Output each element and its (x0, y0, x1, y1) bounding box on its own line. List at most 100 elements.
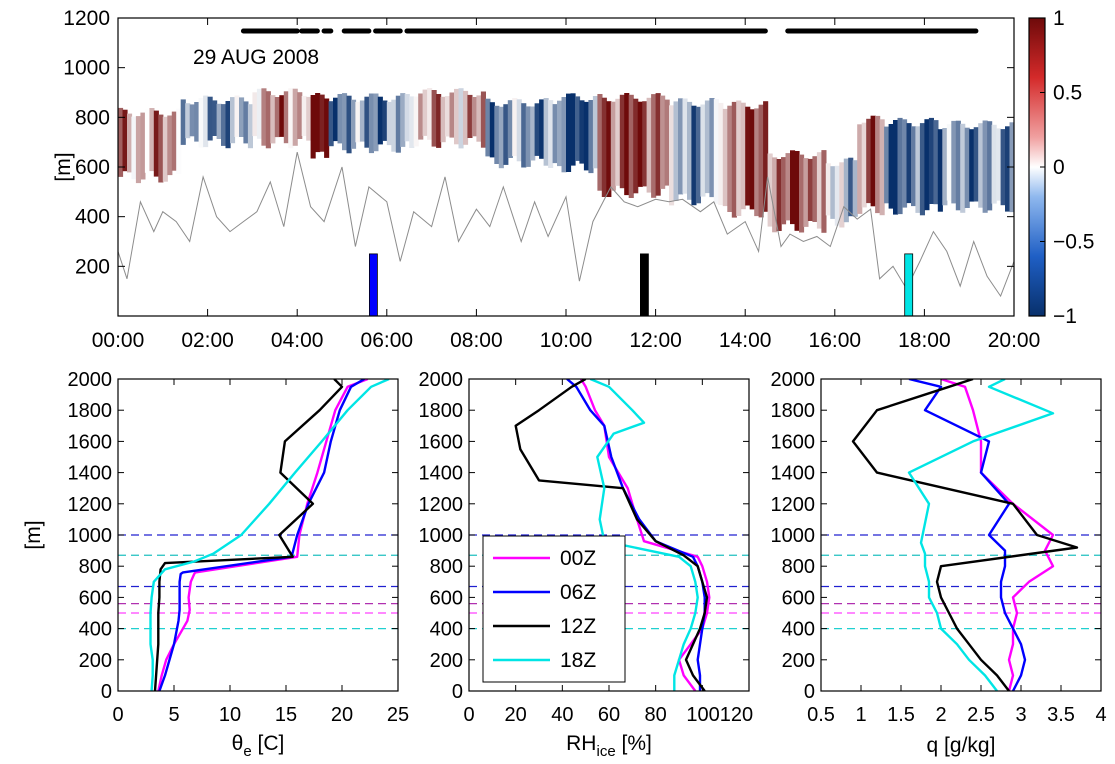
field-cell (1005, 126, 1011, 212)
profile-panel-3: 0 200 400 600 800 1000 1200 1400 1600 1800 2000 0.5… (771, 369, 1107, 757)
field-cell (651, 94, 657, 198)
x-tick-label: 2 (935, 704, 946, 726)
field-cell (342, 93, 348, 151)
field-cell (763, 101, 769, 212)
x-tick-label: 5 (168, 704, 179, 726)
series-line-12Z (514, 379, 709, 691)
field-cell (624, 93, 630, 196)
field-cell (619, 94, 625, 189)
field-cell (552, 104, 558, 164)
x-tick-label: 60 (598, 704, 620, 726)
field-cell (189, 104, 195, 137)
field-cell (274, 97, 280, 138)
sounding-marker (640, 253, 649, 316)
field-cell (785, 153, 791, 221)
field-cell (180, 99, 186, 145)
field-cell (153, 110, 159, 177)
y-tick-label: 1000 (63, 57, 110, 80)
field-cell (158, 114, 164, 183)
field-cell (292, 88, 298, 146)
field-cell (476, 95, 482, 142)
field-cell (790, 150, 796, 225)
field-cell (306, 96, 312, 141)
field-cell (400, 93, 406, 147)
field-cell (386, 101, 392, 146)
field-cell (566, 93, 572, 172)
field-cell (888, 124, 894, 209)
profile-plot-area (821, 379, 1101, 691)
x-tick-label: 00:00 (92, 329, 145, 352)
field-cell (530, 106, 536, 161)
field-cell (561, 97, 567, 173)
y-tick-label: 0 (452, 681, 463, 703)
field-cell (239, 97, 245, 137)
x-tick-label: 18:00 (898, 329, 951, 352)
field-cell (140, 112, 146, 180)
field-cell (207, 96, 213, 141)
field-cell (373, 93, 379, 152)
field-cell (902, 119, 908, 208)
field-cell (167, 115, 173, 176)
field-cell (839, 162, 845, 228)
boundary-height-line (118, 151, 1014, 298)
field-cell (346, 95, 352, 154)
legend-box (482, 535, 626, 683)
field-cell (669, 105, 675, 206)
field-cell (521, 103, 527, 168)
field-cell (328, 101, 334, 147)
field-cell (198, 98, 204, 148)
time-height-plot-area (118, 88, 1014, 316)
y-tick-label: 600 (79, 587, 112, 609)
y-tick-label: 400 (79, 619, 112, 641)
field-cell (799, 154, 805, 233)
field-cell (615, 98, 621, 186)
profile-panel-1: 0 200 400 600 800 1000 1200 1400 1600 1800 2000 0 5 1… (22, 369, 409, 760)
x-tick-label: 0 (112, 704, 123, 726)
field-cell (368, 93, 374, 154)
field-cell (118, 107, 124, 177)
x-axis-label-subscript: e (243, 743, 251, 760)
field-cell (601, 97, 607, 197)
field-cell (776, 159, 782, 231)
y-tick-label: 1200 (419, 494, 464, 516)
field-cell (713, 99, 719, 204)
field-cell (866, 118, 872, 204)
field-cell (212, 100, 218, 136)
field-cell (252, 92, 258, 137)
field-cell (485, 98, 491, 157)
field-cell (498, 106, 504, 169)
field-cell (525, 106, 531, 167)
series-line-18Z (907, 379, 1055, 691)
field-cell (870, 115, 876, 207)
field-cell (843, 158, 849, 223)
series-line-18Z (149, 379, 390, 691)
field-cell (463, 90, 469, 145)
x-tick-label: 3.5 (1047, 704, 1075, 726)
x-tick-label: 40 (551, 704, 573, 726)
y-tick-label: 600 (430, 587, 463, 609)
x-tick-label: 14:00 (719, 329, 772, 352)
field-cell (261, 88, 267, 146)
field-cell (324, 98, 330, 158)
field-cell (722, 108, 728, 207)
field-cell (718, 102, 724, 205)
field-cell (879, 119, 885, 216)
field-cell (221, 104, 227, 146)
y-tick-label: 1200 (68, 494, 113, 516)
x-axis-label: RHice [%] (566, 732, 652, 760)
field-cell (812, 156, 818, 222)
y-tick-label: 2000 (771, 369, 816, 391)
field-cell (301, 95, 307, 136)
field-cell (225, 101, 231, 149)
y-tick-label: 200 (79, 650, 112, 672)
x-axis-label-unit: [%] (616, 732, 652, 755)
field-cell (194, 102, 200, 142)
field-cell (144, 109, 150, 173)
field-cell (937, 129, 943, 212)
field-cell (982, 120, 988, 213)
field-cell (355, 101, 361, 143)
field-cell (351, 99, 357, 149)
x-tick-label: 1 (855, 704, 866, 726)
y-tick-label: 600 (75, 156, 110, 179)
field-cell (861, 122, 867, 208)
